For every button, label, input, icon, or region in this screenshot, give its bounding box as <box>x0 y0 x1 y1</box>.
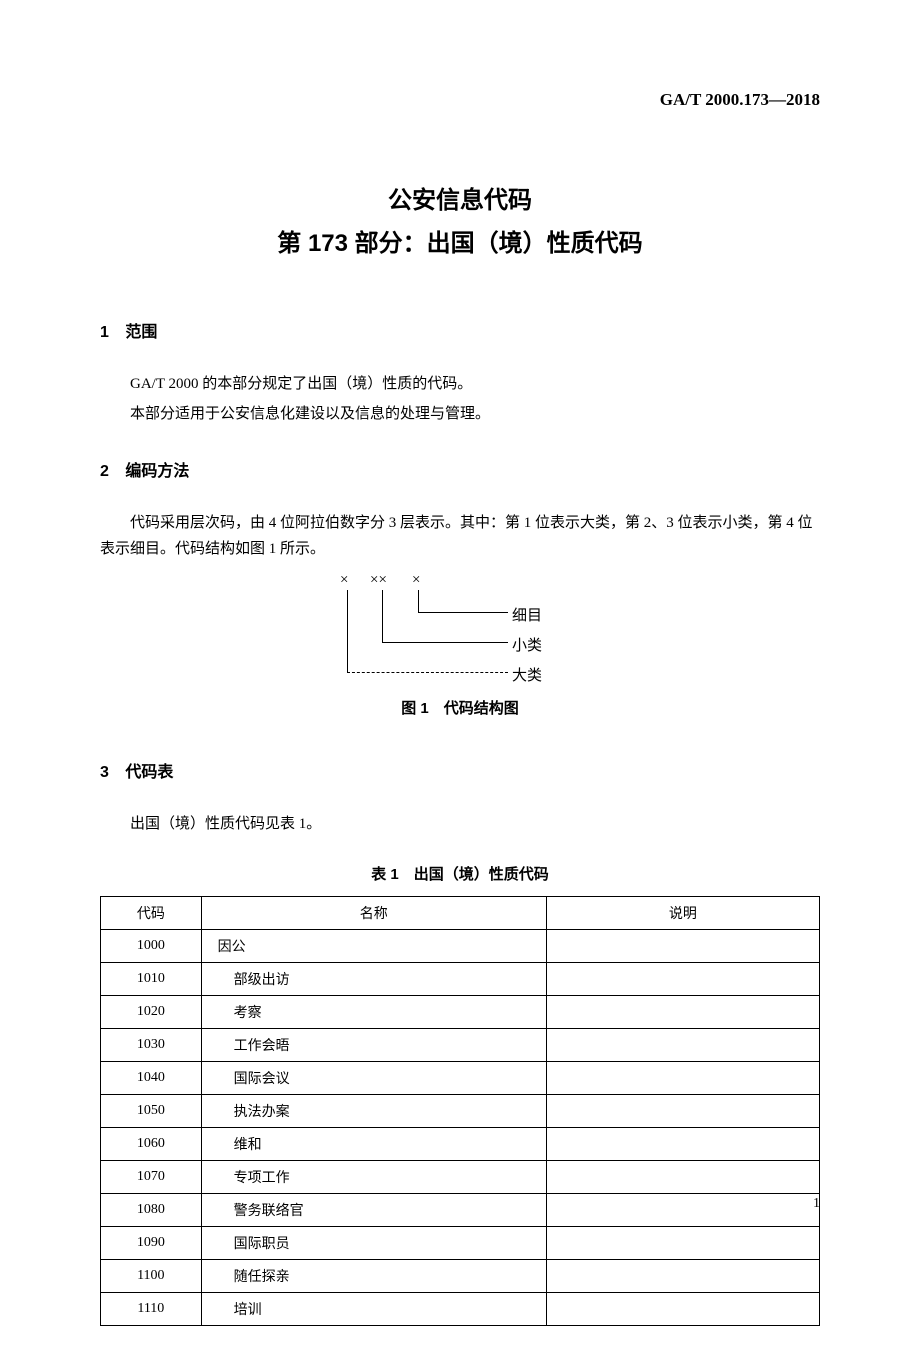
table-cell-desc <box>546 1028 819 1061</box>
table-cell-name: 国际会议 <box>201 1061 546 1094</box>
diagram-label-detail: 细目 <box>512 604 542 625</box>
table-cell-desc <box>546 1127 819 1160</box>
section-1-p1: GA/T 2000 的本部分规定了出国（境）性质的代码。 <box>100 372 820 398</box>
section-2-p1: 代码采用层次码，由 4 位阿拉伯数字分 3 层表示。其中：第 1 位表示大类，第… <box>100 511 820 562</box>
table-header-code: 代码 <box>101 896 202 929</box>
section-2-heading: 2 编码方法 <box>100 457 820 481</box>
table-header-name: 名称 <box>201 896 546 929</box>
section-3-title: 代码表 <box>125 764 173 781</box>
table-row: 1000因公 <box>101 929 820 962</box>
table-row: 1060维和 <box>101 1127 820 1160</box>
table-header-row: 代码 名称 说明 <box>101 896 820 929</box>
diagram-x2: ×× <box>370 572 387 589</box>
table-cell-desc <box>546 929 819 962</box>
diagram-x1: × <box>340 572 348 589</box>
table-cell-name: 专项工作 <box>201 1160 546 1193</box>
table-cell-code: 1050 <box>101 1094 202 1127</box>
table-cell-name: 部级出访 <box>201 962 546 995</box>
table-cell-desc <box>546 1292 819 1325</box>
table-row: 1110培训 <box>101 1292 820 1325</box>
table-cell-desc <box>546 1061 819 1094</box>
diagram-label-subcategory: 小类 <box>512 634 542 655</box>
section-1-heading: 1 范围 <box>100 318 820 342</box>
table-cell-desc <box>546 995 819 1028</box>
table-cell-name: 培训 <box>201 1292 546 1325</box>
standard-code: GA/T 2000.173—2018 <box>100 90 820 110</box>
table-row: 1010部级出访 <box>101 962 820 995</box>
table-cell-desc <box>546 962 819 995</box>
diagram-line <box>418 612 508 613</box>
section-1-title: 范围 <box>125 324 157 341</box>
section-2-title: 编码方法 <box>125 463 189 480</box>
table-cell-desc <box>546 1160 819 1193</box>
table-cell-desc <box>546 1094 819 1127</box>
table-cell-name: 考察 <box>201 995 546 1028</box>
table-cell-code: 1010 <box>101 962 202 995</box>
code-table: 代码 名称 说明 1000因公1010部级出访1020考察1030工作会晤104… <box>100 896 820 1326</box>
table-body: 1000因公1010部级出访1020考察1030工作会晤1040国际会议1050… <box>101 929 820 1325</box>
diagram-x3: × <box>412 572 420 589</box>
table-row: 1100随任探亲 <box>101 1259 820 1292</box>
table-row: 1080警务联络官 <box>101 1193 820 1226</box>
diagram-line <box>347 596 348 672</box>
section-3-heading: 3 代码表 <box>100 758 820 782</box>
title-sub: 第 173 部分：出国（境）性质代码 <box>100 223 820 258</box>
table-cell-code: 1090 <box>101 1226 202 1259</box>
section-1-p2: 本部分适用于公安信息化建设以及信息的处理与管理。 <box>100 402 820 428</box>
table-cell-code: 1000 <box>101 929 202 962</box>
table-cell-name: 警务联络官 <box>201 1193 546 1226</box>
table-row: 1050执法办案 <box>101 1094 820 1127</box>
table-cell-name: 维和 <box>201 1127 546 1160</box>
table-row: 1040国际会议 <box>101 1061 820 1094</box>
table-1-caption: 表 1 出国（境）性质代码 <box>100 863 820 884</box>
table-cell-code: 1070 <box>101 1160 202 1193</box>
code-structure-diagram: × ×× × 细目 小类 大类 <box>320 572 600 682</box>
table-cell-code: 1110 <box>101 1292 202 1325</box>
diagram-line <box>347 672 508 673</box>
table-cell-desc <box>546 1226 819 1259</box>
title-main: 公安信息代码 <box>100 180 820 215</box>
figure-1-caption: 图 1 代码结构图 <box>100 697 820 718</box>
diagram-line <box>382 642 508 643</box>
table-cell-code: 1020 <box>101 995 202 1028</box>
table-row: 1020考察 <box>101 995 820 1028</box>
table-cell-name: 因公 <box>201 929 546 962</box>
section-3-p1: 出国（境）性质代码见表 1。 <box>100 812 820 838</box>
table-header-desc: 说明 <box>546 896 819 929</box>
table-cell-code: 1040 <box>101 1061 202 1094</box>
table-cell-code: 1060 <box>101 1127 202 1160</box>
table-row: 1070专项工作 <box>101 1160 820 1193</box>
section-1-num: 1 <box>100 324 109 342</box>
diagram-label-category: 大类 <box>512 664 542 685</box>
table-cell-name: 工作会晤 <box>201 1028 546 1061</box>
table-cell-name: 执法办案 <box>201 1094 546 1127</box>
table-cell-code: 1080 <box>101 1193 202 1226</box>
diagram-line <box>382 596 383 642</box>
table-cell-name: 国际职员 <box>201 1226 546 1259</box>
table-cell-desc <box>546 1259 819 1292</box>
page-container: GA/T 2000.173—2018 公安信息代码 第 173 部分：出国（境）… <box>0 0 920 1366</box>
page-number: 1 <box>813 1196 820 1212</box>
table-row: 1030工作会晤 <box>101 1028 820 1061</box>
table-cell-desc <box>546 1193 819 1226</box>
table-cell-code: 1100 <box>101 1259 202 1292</box>
table-cell-name: 随任探亲 <box>201 1259 546 1292</box>
table-row: 1090国际职员 <box>101 1226 820 1259</box>
section-3-num: 3 <box>100 764 109 782</box>
table-cell-code: 1030 <box>101 1028 202 1061</box>
section-2-num: 2 <box>100 463 109 481</box>
diagram-line <box>418 596 419 612</box>
